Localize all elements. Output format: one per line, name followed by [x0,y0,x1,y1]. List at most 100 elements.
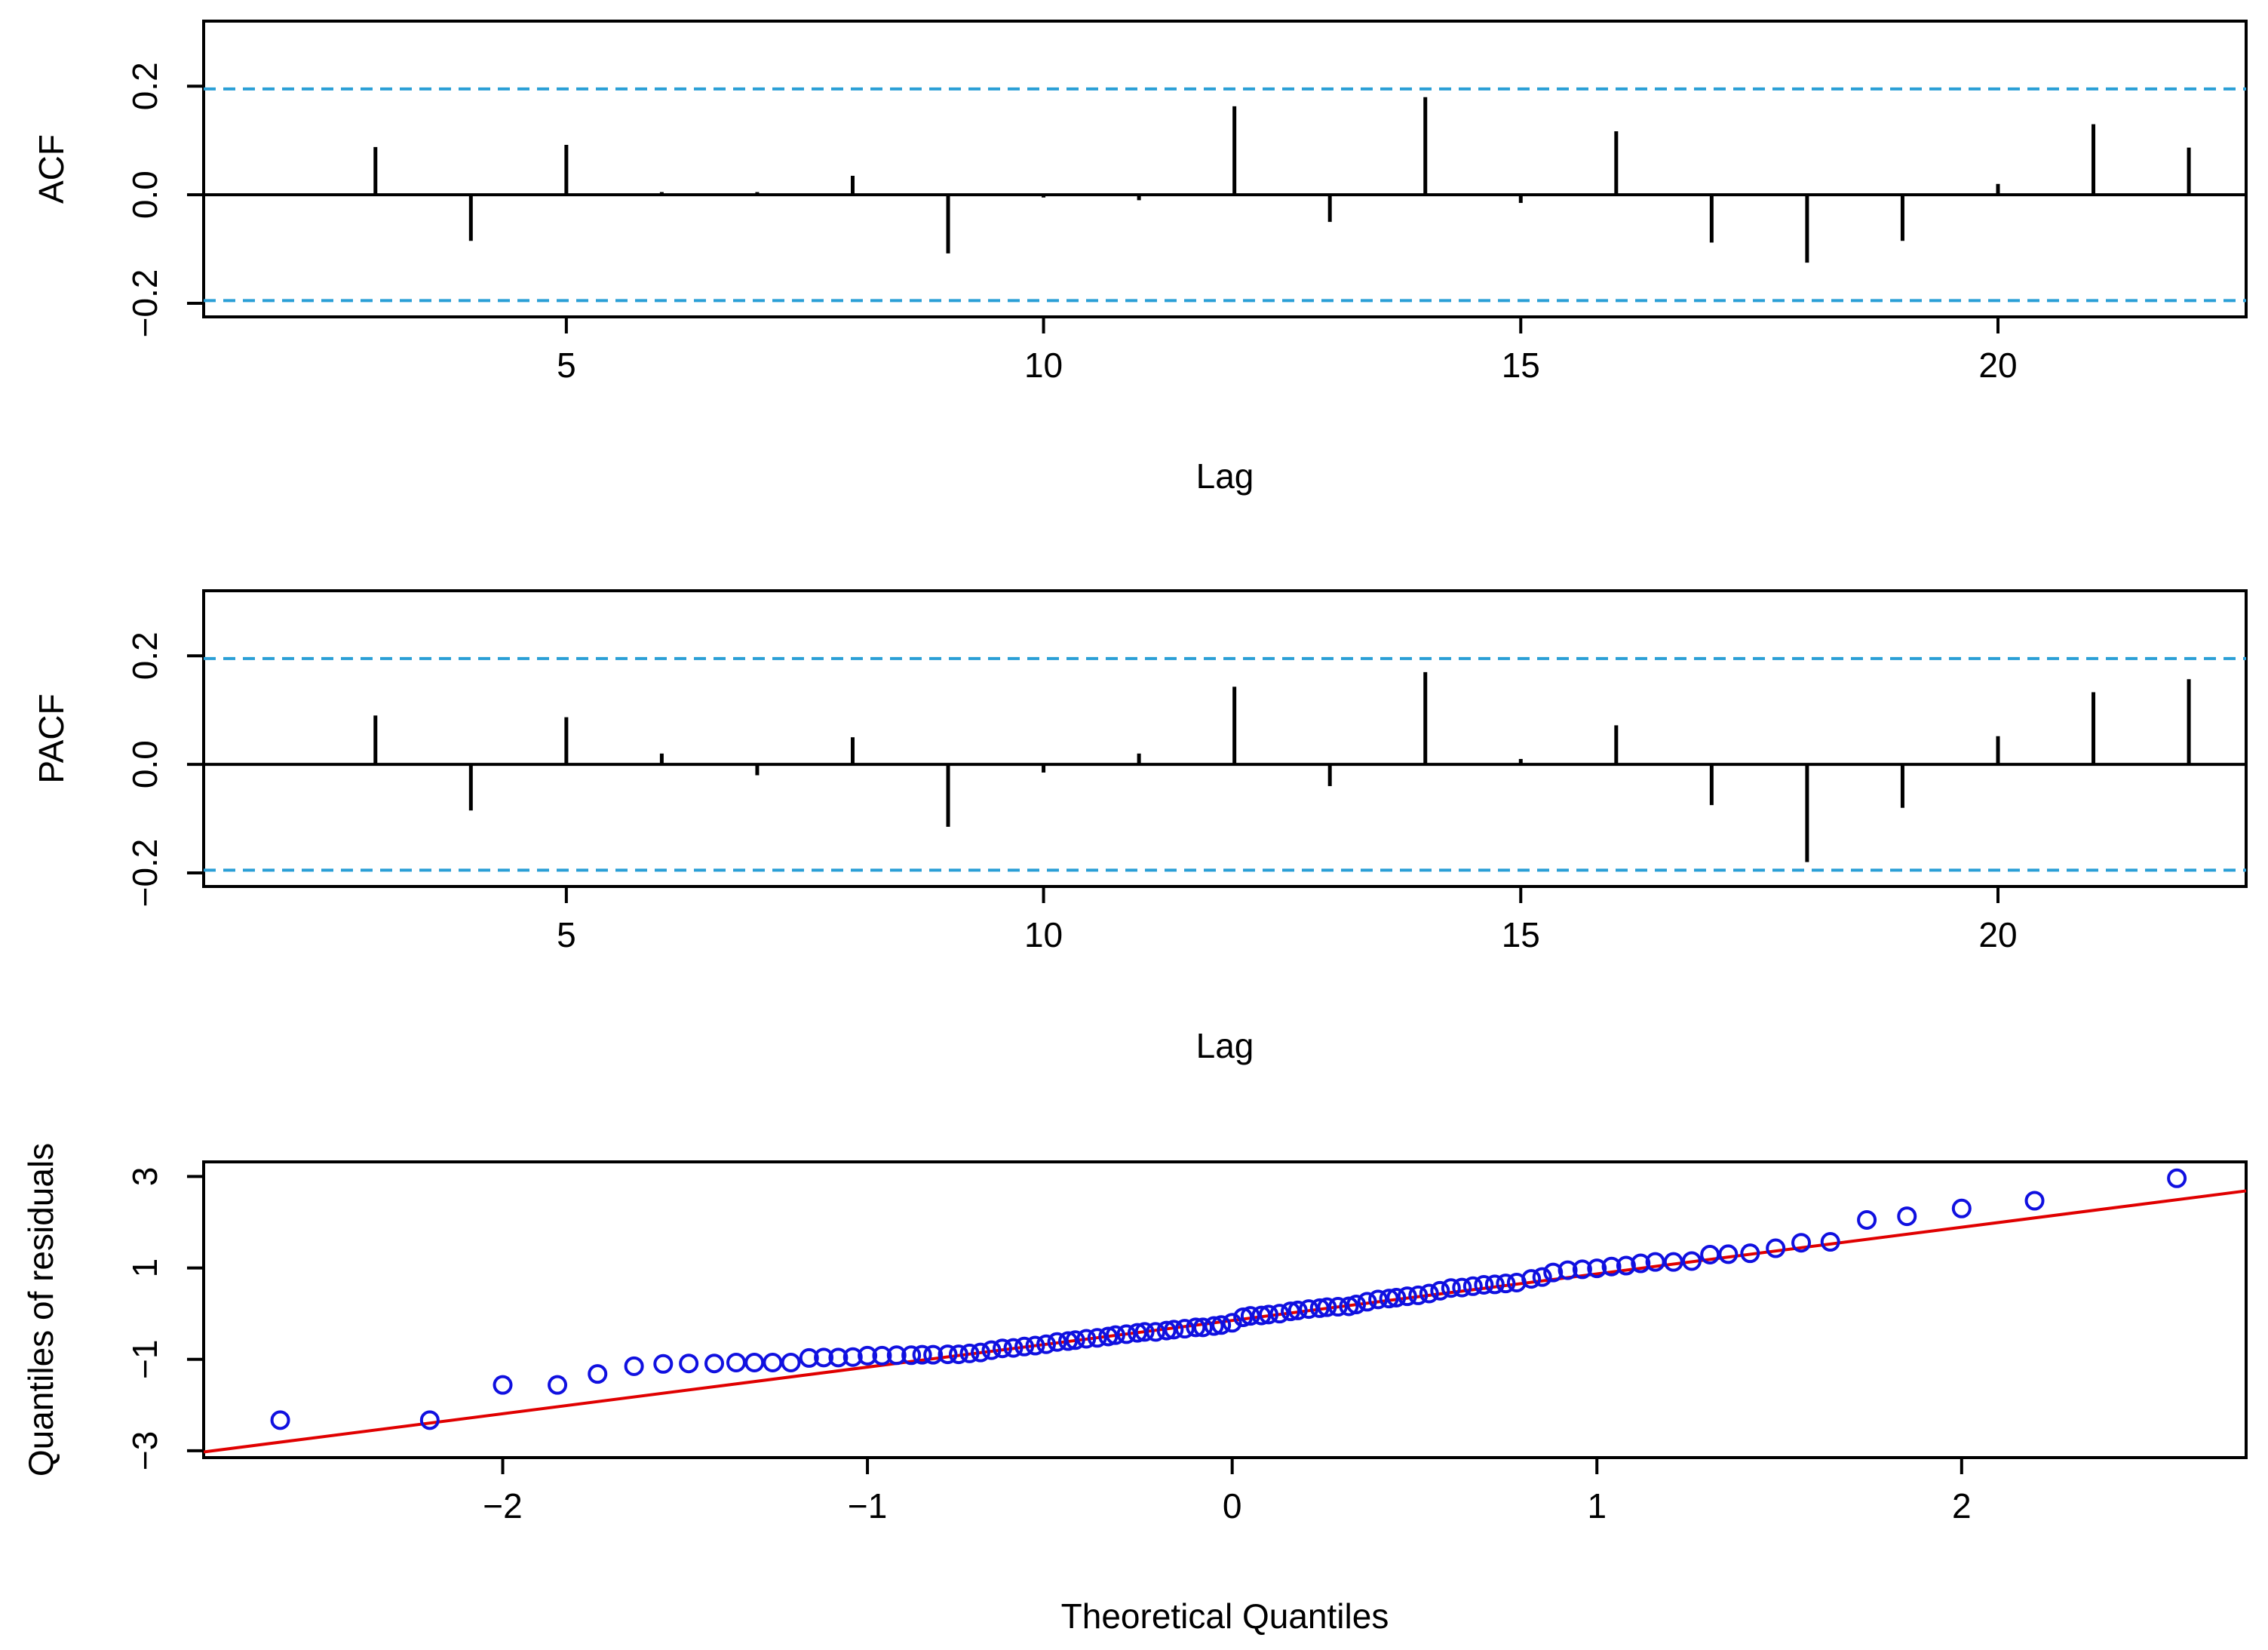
acf-x-tick-label: 15 [1502,346,1540,385]
qq-point [1951,1198,1972,1218]
qq-point [493,1375,513,1395]
qq-point [1441,1278,1461,1298]
acf-y-tick-label: 0.0 [125,171,164,219]
pacf-y-axis-label: PACF [32,693,71,783]
qq-point [1357,1292,1377,1312]
qq-point [1087,1328,1107,1348]
qq-point [1116,1324,1137,1344]
qq-point [653,1353,674,1374]
qq-x-axis: −2 −1 0 1 2 [483,1458,1972,1526]
qq-point [1105,1325,1125,1345]
pacf-x-tick-label: 15 [1502,915,1540,954]
qq-point [1222,1313,1242,1333]
qq-point [1419,1283,1439,1304]
qq-point [1379,1289,1399,1309]
qq-point [971,1342,991,1363]
pacf-y-tick-label: 0.0 [125,740,164,788]
qq-y-tick-label: 1 [125,1258,164,1278]
qq-point [588,1364,608,1384]
qq-point [1025,1335,1045,1356]
qq-point [1164,1320,1184,1340]
qq-point [1240,1306,1260,1326]
qq-point [1327,1297,1348,1317]
qq-point [1663,1252,1683,1272]
acf-x-tick-label: 20 [1978,346,2017,385]
qq-point [872,1345,892,1366]
pacf-y-tick-label: −0.2 [125,839,164,908]
qq-point [726,1352,747,1372]
qq-point [1065,1330,1085,1350]
qq-point [1368,1289,1389,1310]
qq-point [1601,1256,1622,1277]
qq-point [1047,1332,1067,1352]
qq-point [1430,1280,1450,1301]
qq-point [1462,1276,1483,1296]
qq-point [1014,1336,1035,1357]
qq-point [1496,1274,1516,1294]
qq-point [1572,1259,1592,1280]
qq-point [912,1344,932,1365]
qq-point [2167,1168,2187,1188]
qq-point [1408,1285,1429,1305]
qq-point [993,1338,1013,1359]
qq-x-tick-label: −1 [848,1486,887,1526]
qq-point [1309,1298,1330,1318]
qq-point [1791,1233,1812,1253]
qq-point [1346,1295,1367,1315]
qq-point [2024,1191,2045,1211]
qq-panel: −2 −1 0 1 2 −3 −1 1 3 Theoretical Quantiles Qua… [21,1143,2248,1636]
qq-point [981,1340,1002,1360]
qq-point [1259,1304,1279,1325]
qq-point [1156,1320,1177,1341]
pacf-x-tick-label: 5 [557,915,576,954]
pacf-x-axis: 5 10 15 20 [557,886,2018,954]
qq-point [1204,1316,1224,1336]
qq-point [1036,1334,1057,1354]
qq-point [1645,1252,1665,1272]
pacf-panel: 5 10 15 20 −0.2 0.0 0.2 Lag PACF [32,589,2248,1065]
acf-x-tick-label: 10 [1024,346,1063,385]
qq-point [1397,1286,1417,1307]
qq-x-tick-label: 1 [1587,1486,1607,1526]
qq-point [1532,1267,1552,1287]
acf-x-tick-label: 5 [557,346,576,385]
qq-point [744,1352,765,1372]
qq-point [923,1344,944,1365]
qq-point [1127,1323,1147,1343]
qq-point [959,1343,980,1363]
acf-panel: 5 10 15 20 −0.2 0.0 0.2 Lag ACF [32,20,2248,496]
qq-point [1299,1299,1319,1320]
qq-point [1766,1238,1786,1258]
qq-point [1897,1206,1917,1227]
qq-point [1386,1287,1407,1307]
qq-y-tick-label: −3 [125,1431,164,1470]
qq-point [548,1375,568,1395]
qq-y-axis-label: Quantiles of residuals [21,1143,60,1476]
qq-point [1174,1319,1195,1339]
qq-point [1146,1322,1166,1342]
qq-point [1631,1253,1651,1274]
qq-point [1718,1244,1739,1264]
qq-point [799,1347,819,1368]
qq-point [886,1345,907,1366]
qq-x-tick-label: 2 [1952,1486,1972,1526]
acf-x-axis-label: Lag [1196,456,1254,496]
qq-point [1452,1277,1472,1298]
acf-y-axis: −0.2 0.0 0.2 [125,62,204,337]
qq-point [814,1347,834,1368]
pacf-x-tick-label: 20 [1978,915,2017,954]
qq-point [704,1353,724,1374]
pacf-plot-frame [202,589,2248,888]
qq-x-tick-label: −2 [483,1486,522,1526]
qq-point [679,1353,699,1374]
qq-point [1098,1326,1119,1347]
qq-point [419,1410,440,1430]
qq-point [901,1345,922,1366]
acf-x-axis: 5 10 15 20 [557,317,2018,385]
qq-point [1192,1317,1213,1338]
qq-point [1521,1269,1542,1289]
qq-point [1558,1260,1578,1280]
qq-point [1616,1255,1636,1276]
qq-point [1484,1274,1505,1295]
qq-point [1820,1232,1840,1252]
